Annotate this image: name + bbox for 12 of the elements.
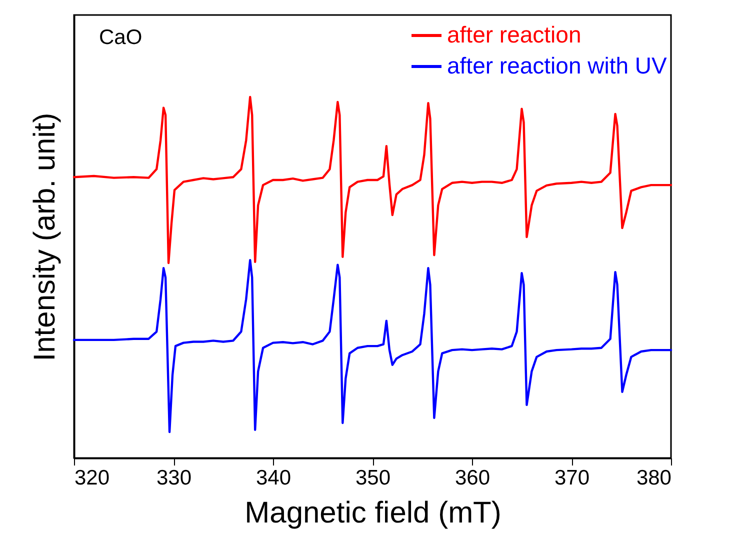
text: CaO xyxy=(99,26,142,49)
y-axis-title: Intensity (arb. unit) xyxy=(28,112,62,362)
x-tick-label: 370 xyxy=(554,466,590,490)
legend-label: after reaction xyxy=(447,22,582,48)
x-tick-label: 380 xyxy=(636,466,672,490)
x-tick-label: 340 xyxy=(256,466,292,490)
legend-label: after reaction with UV xyxy=(447,52,668,78)
x-tick-label: 360 xyxy=(454,466,490,490)
x-tick-label: 330 xyxy=(156,466,192,490)
x-axis-title: Magnetic field (mT) xyxy=(244,496,502,530)
x-tick-label: 320 xyxy=(74,466,110,490)
x-tick-label: 350 xyxy=(355,466,391,490)
